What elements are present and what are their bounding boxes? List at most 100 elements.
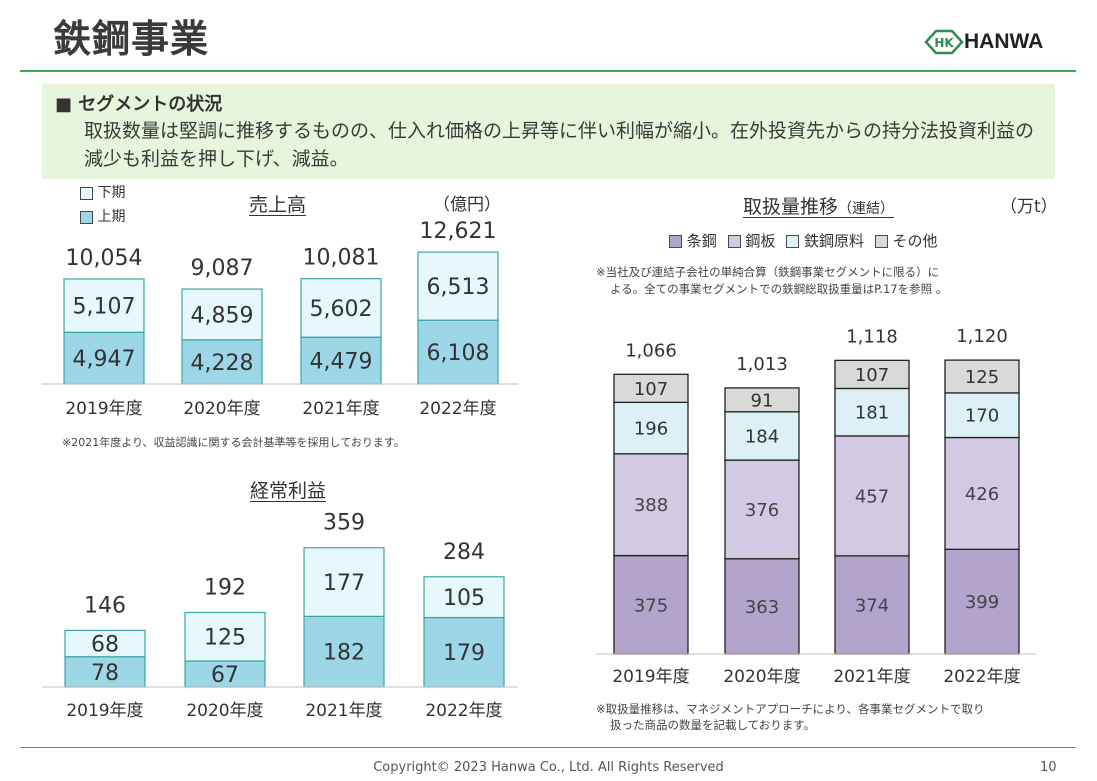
sales-category-label: 2020年度 [183, 399, 260, 419]
volume-bar-条鋼-2 [834, 555, 910, 655]
volume-chart-unit: （万t） [1000, 197, 1058, 217]
sales-bar-下期-3 [417, 251, 499, 321]
volume-bar-鋼板-0 [613, 453, 689, 557]
volume-value-label: 399 [965, 592, 999, 613]
profit-value-label: 68 [91, 632, 119, 657]
profit-value-label: 179 [443, 641, 485, 666]
volume-legend: 条鋼 鋼板 鉄鋼原料 その他 [669, 230, 938, 251]
summary-box [42, 84, 1055, 179]
summary-text: 取扱数量は堅調に推移するものの、仕入れ価格の上昇等に伴い利幅が縮小。在外投資先か… [84, 120, 1035, 170]
profit-total-label: 192 [204, 576, 246, 601]
volume-bar-鉄鋼原料-2 [834, 387, 910, 437]
sales-value-label: 6,108 [427, 341, 490, 366]
volume-total-label: 1,118 [846, 326, 898, 347]
profit-category-label: 2020年度 [186, 701, 263, 721]
volume-total-label: 1,066 [625, 340, 677, 361]
sales-legend-item-upper: 上期 [80, 206, 125, 226]
profit-category-label: 2019年度 [66, 701, 143, 721]
volume-value-label: 374 [855, 595, 889, 616]
sales-category-label: 2022年度 [419, 399, 496, 419]
volume-category-label: 2021年度 [833, 667, 910, 687]
volume-value-label: 375 [634, 595, 668, 616]
sales-value-label: 4,228 [191, 351, 254, 376]
legend-swatch-bar-steel [669, 235, 682, 248]
legend-label-other: その他 [892, 232, 938, 250]
page-title: 鉄鋼事業 [53, 17, 210, 61]
profit-bar-下期-3 [423, 576, 505, 619]
volume-bar-条鋼-3 [944, 548, 1020, 655]
sales-bar-下期-0 [63, 278, 145, 333]
profit-bar-下期-2 [303, 547, 385, 617]
page-number: 10 [1040, 760, 1057, 775]
volume-bar-鉄鋼原料-3 [944, 392, 1020, 439]
legend-swatch-raw-material [786, 235, 800, 248]
volume-total-label: 1,120 [956, 326, 1008, 347]
legend-swatch-upper [80, 210, 93, 224]
legend-label-lower: 下期 [97, 185, 126, 201]
profit-total-label: 146 [84, 593, 126, 618]
sales-bar-下期-1 [181, 288, 263, 341]
sales-value-label: 4,859 [191, 303, 254, 328]
sales-bar-上期-3 [417, 319, 499, 385]
profit-value-label: 67 [211, 663, 239, 688]
legend-swatch-lower [80, 186, 93, 200]
sales-bar-下期-2 [300, 278, 382, 338]
legend-swatch-steel-plate [727, 235, 741, 248]
profit-bar-上期-3 [423, 616, 505, 688]
footer-divider [20, 747, 1076, 748]
volume-category-label: 2019年度 [612, 667, 689, 687]
volume-bar-鉄鋼原料-1 [724, 411, 800, 461]
legend-label-bar-steel: 条鋼 [686, 232, 717, 250]
sales-value-label: 5,602 [310, 297, 373, 322]
legend-label-upper: 上期 [97, 209, 126, 225]
sales-chart-unit: （億円） [433, 195, 501, 215]
header-divider [20, 70, 1076, 72]
sales-bar-上期-0 [63, 331, 145, 385]
sales-value-label: 4,947 [73, 347, 136, 372]
volume-note-top-line1: ※当社及び連結子会社の単純合算（鉄鋼事業セグメントに限る）に [596, 265, 940, 279]
profit-value-label: 78 [91, 661, 119, 686]
profit-category-label: 2022年度 [425, 701, 502, 721]
profit-bar-上期-2 [303, 615, 385, 688]
volume-chart-title-suffix: （連結） [838, 201, 895, 217]
hk-logo-icon: HK [924, 29, 964, 55]
sales-value-label: 5,107 [73, 295, 136, 320]
volume-note-bottom-line1: ※取扱量推移は、マネジメントアプローチにより、各事業セグメントで取り [596, 702, 985, 716]
profit-bar-下期-1 [184, 611, 266, 662]
sales-value-label: 6,513 [427, 275, 490, 300]
volume-total-label: 1,013 [736, 354, 788, 375]
volume-value-label: 363 [745, 597, 779, 618]
volume-value-label: 388 [634, 495, 668, 516]
volume-value-label: 107 [855, 365, 889, 386]
sales-category-label: 2019年度 [65, 399, 142, 419]
profit-value-label: 182 [323, 641, 365, 666]
sales-total-label: 10,081 [303, 246, 380, 271]
profit-chart-title: 経常利益 [250, 480, 327, 502]
volume-value-label: 91 [751, 390, 774, 411]
sales-legend-item-lower: 下期 [80, 182, 125, 202]
volume-bar-その他-2 [834, 359, 910, 390]
sales-total-label: 12,621 [420, 219, 497, 244]
volume-value-label: 426 [965, 484, 999, 505]
volume-bar-鋼板-1 [724, 459, 800, 560]
legend-swatch-other [874, 235, 888, 248]
brand-name: HANWA [964, 30, 1044, 53]
volume-bar-条鋼-0 [613, 554, 689, 655]
profit-value-label: 105 [443, 586, 485, 611]
logo-mark-text: HK [934, 36, 954, 50]
profit-total-label: 359 [323, 511, 365, 536]
volume-chart-title-main: 取扱量推移 [743, 196, 839, 218]
volume-category-label: 2022年度 [943, 667, 1020, 687]
volume-value-label: 376 [745, 500, 779, 521]
summary-heading: ■ セグメントの状況 [55, 94, 223, 115]
volume-value-label: 457 [855, 486, 889, 507]
volume-value-label: 181 [855, 403, 889, 424]
profit-value-label: 125 [204, 626, 246, 651]
volume-value-label: 170 [965, 406, 999, 427]
volume-value-label: 184 [745, 426, 779, 447]
sales-chart-title: 売上高 [249, 194, 307, 216]
volume-bar-その他-0 [613, 373, 689, 404]
profit-category-label: 2021年度 [305, 701, 382, 721]
volume-value-label: 125 [965, 367, 999, 388]
volume-bar-鉄鋼原料-0 [613, 401, 689, 455]
